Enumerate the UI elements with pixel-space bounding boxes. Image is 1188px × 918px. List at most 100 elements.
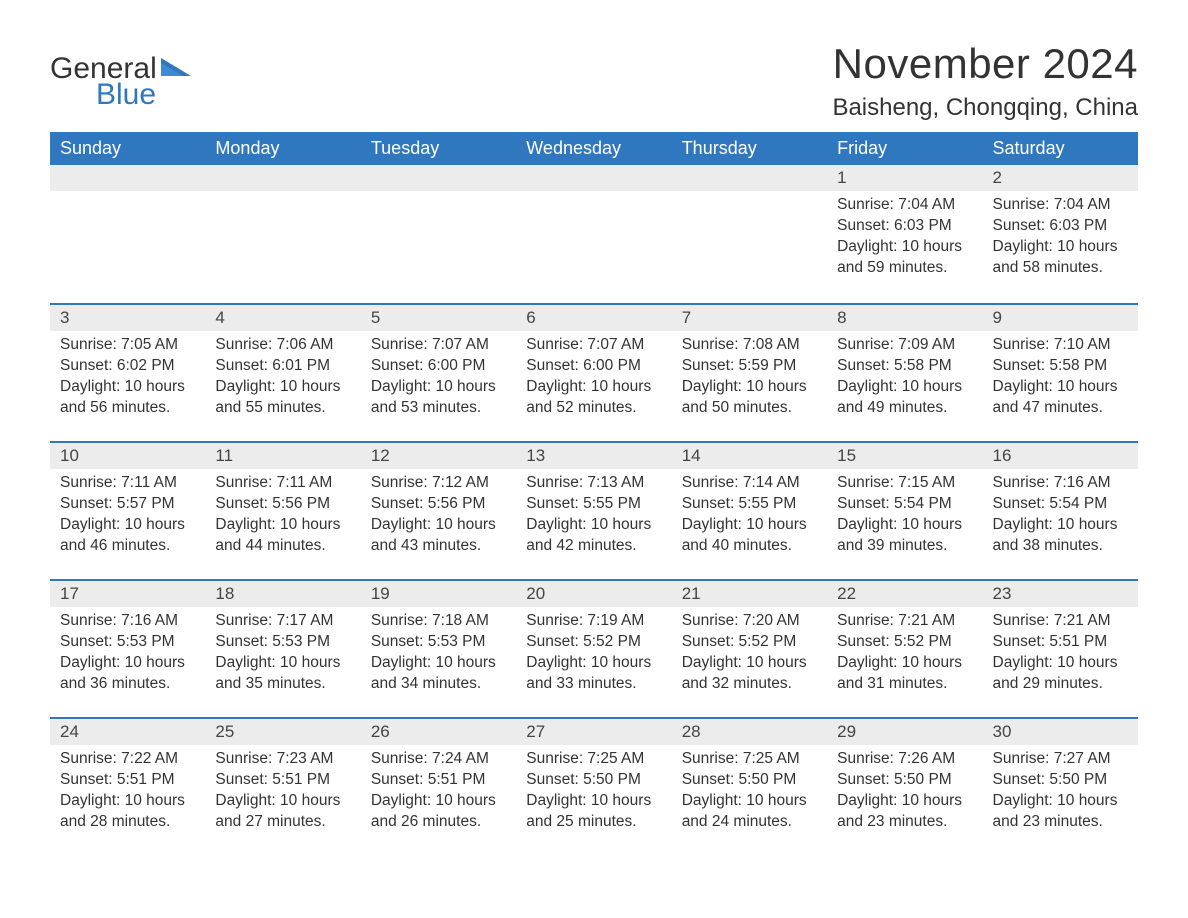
day-details: Sunrise: 7:21 AMSunset: 5:52 PMDaylight:… — [827, 607, 982, 701]
sunset-text: Sunset: 5:53 PM — [60, 632, 195, 653]
sunset-text: Sunset: 5:53 PM — [215, 632, 350, 653]
calendar-week-row: 1Sunrise: 7:04 AMSunset: 6:03 PMDaylight… — [50, 165, 1138, 303]
daylight-text: Daylight: 10 hours and 25 minutes. — [526, 791, 661, 833]
calendar-day-cell: 6Sunrise: 7:07 AMSunset: 6:00 PMDaylight… — [516, 303, 671, 441]
sunset-text: Sunset: 5:58 PM — [837, 356, 972, 377]
day-number: 13 — [516, 441, 671, 469]
day-details: Sunrise: 7:04 AMSunset: 6:03 PMDaylight:… — [827, 191, 982, 285]
calendar-day-cell: 23Sunrise: 7:21 AMSunset: 5:51 PMDayligh… — [983, 579, 1138, 717]
calendar-day-cell: 19Sunrise: 7:18 AMSunset: 5:53 PMDayligh… — [361, 579, 516, 717]
daylight-text: Daylight: 10 hours and 29 minutes. — [993, 653, 1128, 695]
day-details: Sunrise: 7:22 AMSunset: 5:51 PMDaylight:… — [50, 745, 205, 839]
day-number: 24 — [50, 717, 205, 745]
sunrise-text: Sunrise: 7:24 AM — [371, 749, 506, 770]
sunset-text: Sunset: 5:55 PM — [682, 494, 817, 515]
calendar-day-cell: 24Sunrise: 7:22 AMSunset: 5:51 PMDayligh… — [50, 717, 205, 855]
sunrise-text: Sunrise: 7:23 AM — [215, 749, 350, 770]
title-block: November 2024 Baisheng, Chongqing, China — [832, 40, 1138, 122]
sunrise-text: Sunrise: 7:14 AM — [682, 473, 817, 494]
calendar-week-row: 17Sunrise: 7:16 AMSunset: 5:53 PMDayligh… — [50, 579, 1138, 717]
calendar-day-cell: 7Sunrise: 7:08 AMSunset: 5:59 PMDaylight… — [672, 303, 827, 441]
sunrise-text: Sunrise: 7:07 AM — [526, 335, 661, 356]
calendar-day-cell: 8Sunrise: 7:09 AMSunset: 5:58 PMDaylight… — [827, 303, 982, 441]
sunrise-text: Sunrise: 7:26 AM — [837, 749, 972, 770]
day-details: Sunrise: 7:25 AMSunset: 5:50 PMDaylight:… — [672, 745, 827, 839]
empty-day — [50, 165, 205, 191]
sunrise-text: Sunrise: 7:17 AM — [215, 611, 350, 632]
sunset-text: Sunset: 5:55 PM — [526, 494, 661, 515]
daylight-text: Daylight: 10 hours and 52 minutes. — [526, 377, 661, 419]
calendar-day-cell: 5Sunrise: 7:07 AMSunset: 6:00 PMDaylight… — [361, 303, 516, 441]
sunrise-text: Sunrise: 7:27 AM — [993, 749, 1128, 770]
day-details: Sunrise: 7:07 AMSunset: 6:00 PMDaylight:… — [361, 331, 516, 425]
calendar-day-cell: 11Sunrise: 7:11 AMSunset: 5:56 PMDayligh… — [205, 441, 360, 579]
daylight-text: Daylight: 10 hours and 34 minutes. — [371, 653, 506, 695]
sunrise-text: Sunrise: 7:05 AM — [60, 335, 195, 356]
calendar-day-cell: 16Sunrise: 7:16 AMSunset: 5:54 PMDayligh… — [983, 441, 1138, 579]
calendar-day-cell — [361, 165, 516, 303]
daylight-text: Daylight: 10 hours and 53 minutes. — [371, 377, 506, 419]
sunset-text: Sunset: 5:59 PM — [682, 356, 817, 377]
sunrise-text: Sunrise: 7:11 AM — [215, 473, 350, 494]
day-details: Sunrise: 7:23 AMSunset: 5:51 PMDaylight:… — [205, 745, 360, 839]
calendar-day-cell: 26Sunrise: 7:24 AMSunset: 5:51 PMDayligh… — [361, 717, 516, 855]
calendar-day-cell: 22Sunrise: 7:21 AMSunset: 5:52 PMDayligh… — [827, 579, 982, 717]
sunrise-text: Sunrise: 7:09 AM — [837, 335, 972, 356]
calendar-day-cell: 10Sunrise: 7:11 AMSunset: 5:57 PMDayligh… — [50, 441, 205, 579]
day-number: 4 — [205, 303, 360, 331]
calendar-day-cell: 3Sunrise: 7:05 AMSunset: 6:02 PMDaylight… — [50, 303, 205, 441]
day-number: 21 — [672, 579, 827, 607]
daylight-text: Daylight: 10 hours and 46 minutes. — [60, 515, 195, 557]
day-number: 6 — [516, 303, 671, 331]
day-details: Sunrise: 7:19 AMSunset: 5:52 PMDaylight:… — [516, 607, 671, 701]
day-details: Sunrise: 7:14 AMSunset: 5:55 PMDaylight:… — [672, 469, 827, 563]
sunrise-text: Sunrise: 7:07 AM — [371, 335, 506, 356]
day-details: Sunrise: 7:16 AMSunset: 5:53 PMDaylight:… — [50, 607, 205, 701]
calendar-day-cell: 20Sunrise: 7:19 AMSunset: 5:52 PMDayligh… — [516, 579, 671, 717]
day-number: 15 — [827, 441, 982, 469]
calendar-day-cell: 28Sunrise: 7:25 AMSunset: 5:50 PMDayligh… — [672, 717, 827, 855]
empty-day — [205, 165, 360, 191]
sunrise-text: Sunrise: 7:21 AM — [993, 611, 1128, 632]
sunrise-text: Sunrise: 7:22 AM — [60, 749, 195, 770]
daylight-text: Daylight: 10 hours and 43 minutes. — [371, 515, 506, 557]
page-header: General Blue November 2024 Baisheng, Cho… — [50, 40, 1138, 122]
calendar-day-cell: 12Sunrise: 7:12 AMSunset: 5:56 PMDayligh… — [361, 441, 516, 579]
day-number: 19 — [361, 579, 516, 607]
calendar-day-cell: 14Sunrise: 7:14 AMSunset: 5:55 PMDayligh… — [672, 441, 827, 579]
daylight-text: Daylight: 10 hours and 55 minutes. — [215, 377, 350, 419]
calendar-week-row: 10Sunrise: 7:11 AMSunset: 5:57 PMDayligh… — [50, 441, 1138, 579]
sunset-text: Sunset: 5:54 PM — [993, 494, 1128, 515]
day-details: Sunrise: 7:13 AMSunset: 5:55 PMDaylight:… — [516, 469, 671, 563]
day-number: 20 — [516, 579, 671, 607]
day-details: Sunrise: 7:16 AMSunset: 5:54 PMDaylight:… — [983, 469, 1138, 563]
day-details: Sunrise: 7:18 AMSunset: 5:53 PMDaylight:… — [361, 607, 516, 701]
calendar-day-cell: 18Sunrise: 7:17 AMSunset: 5:53 PMDayligh… — [205, 579, 360, 717]
empty-day — [672, 165, 827, 191]
brand-word2: Blue — [96, 80, 195, 110]
calendar-day-cell: 17Sunrise: 7:16 AMSunset: 5:53 PMDayligh… — [50, 579, 205, 717]
calendar-day-cell: 13Sunrise: 7:13 AMSunset: 5:55 PMDayligh… — [516, 441, 671, 579]
day-number: 11 — [205, 441, 360, 469]
sunset-text: Sunset: 5:54 PM — [837, 494, 972, 515]
sunset-text: Sunset: 5:52 PM — [526, 632, 661, 653]
sunset-text: Sunset: 5:56 PM — [371, 494, 506, 515]
sunrise-text: Sunrise: 7:11 AM — [60, 473, 195, 494]
daylight-text: Daylight: 10 hours and 42 minutes. — [526, 515, 661, 557]
day-number: 22 — [827, 579, 982, 607]
sunset-text: Sunset: 5:56 PM — [215, 494, 350, 515]
weekday-header: Friday — [827, 132, 982, 165]
sunrise-text: Sunrise: 7:25 AM — [682, 749, 817, 770]
day-details: Sunrise: 7:20 AMSunset: 5:52 PMDaylight:… — [672, 607, 827, 701]
daylight-text: Daylight: 10 hours and 50 minutes. — [682, 377, 817, 419]
calendar-day-cell: 2Sunrise: 7:04 AMSunset: 6:03 PMDaylight… — [983, 165, 1138, 303]
calendar-day-cell: 9Sunrise: 7:10 AMSunset: 5:58 PMDaylight… — [983, 303, 1138, 441]
daylight-text: Daylight: 10 hours and 39 minutes. — [837, 515, 972, 557]
calendar-day-cell: 27Sunrise: 7:25 AMSunset: 5:50 PMDayligh… — [516, 717, 671, 855]
sunrise-text: Sunrise: 7:13 AM — [526, 473, 661, 494]
sunrise-text: Sunrise: 7:04 AM — [993, 195, 1128, 216]
daylight-text: Daylight: 10 hours and 59 minutes. — [837, 237, 972, 279]
day-number: 12 — [361, 441, 516, 469]
weekday-header: Thursday — [672, 132, 827, 165]
daylight-text: Daylight: 10 hours and 35 minutes. — [215, 653, 350, 695]
